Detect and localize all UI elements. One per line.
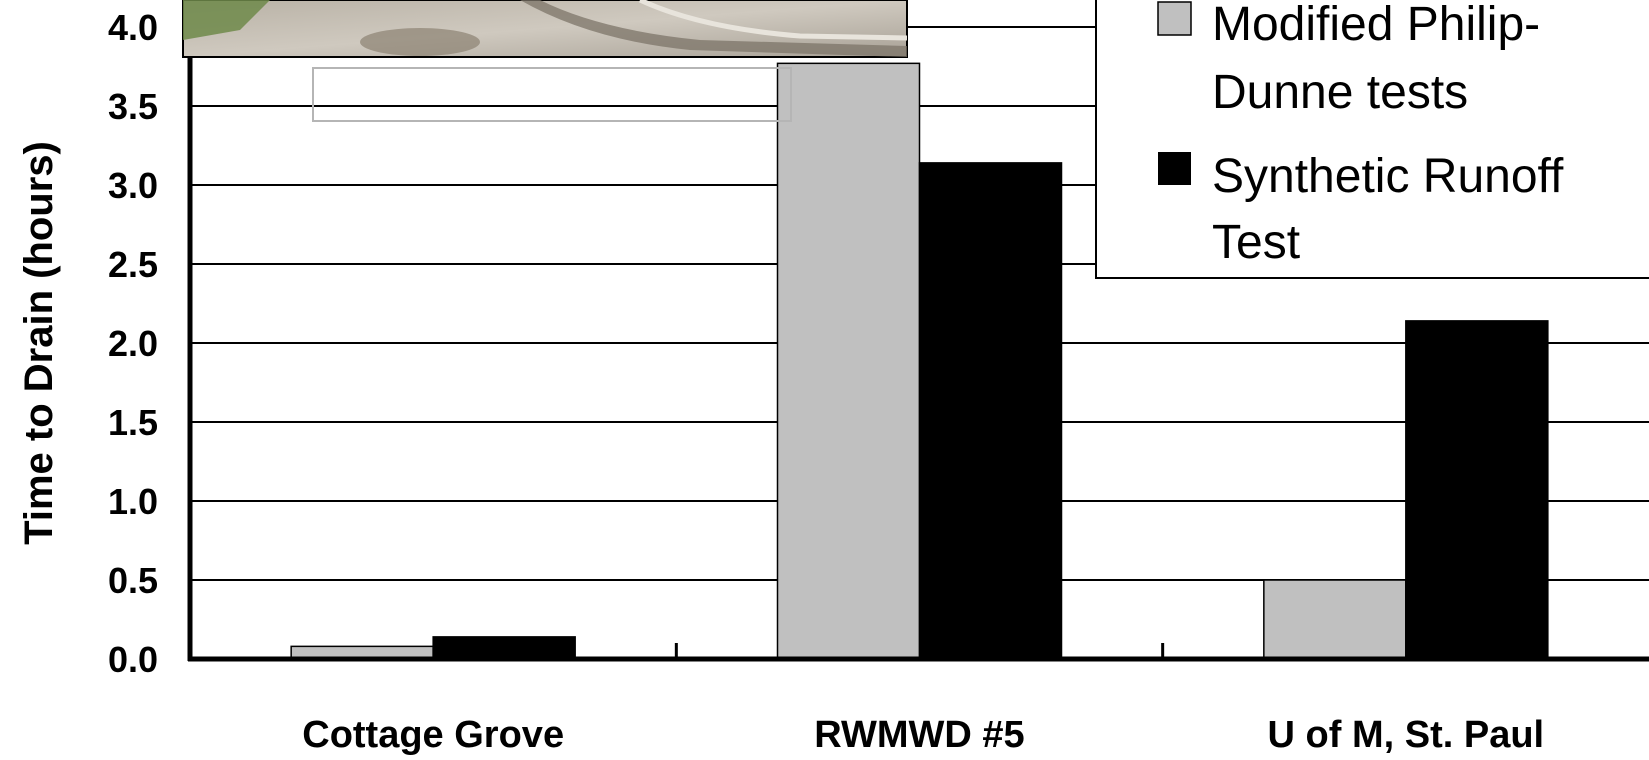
legend-label-series2-line2: Test: [1212, 216, 1300, 269]
y-axis-title: Time to Drain (hours): [17, 141, 61, 545]
legend-swatch-black: [1158, 152, 1191, 185]
y-tick-label: 1.5: [108, 402, 158, 443]
axes: [187, 27, 1649, 662]
y-tick-label: 3.5: [108, 86, 158, 127]
y-tick-label: 4.0: [108, 7, 158, 48]
bar-philip-dunne: [776, 62, 921, 660]
inset-photo: [182, 0, 908, 58]
bar-philip-dunne: [1263, 579, 1407, 660]
y-tick-label: 2.0: [108, 323, 158, 364]
bar-synthetic-runoff: [918, 162, 1063, 660]
outline-box: [312, 67, 792, 122]
y-tick-label: 0.0: [108, 639, 158, 680]
y-tick-label: 3.0: [108, 165, 158, 206]
bar-synthetic-runoff: [432, 636, 576, 660]
legend-label-series1-line1: Modified Philip-: [1212, 0, 1540, 51]
category-labels: Cottage Grove RWMWD #5 U of M, St. Paul: [302, 714, 1544, 756]
category-label: RWMWD #5: [814, 714, 1024, 756]
y-tick-label: 0.5: [108, 560, 158, 601]
category-label: U of M, St. Paul: [1268, 714, 1545, 756]
y-tick-labels: 0.0 0.5 1.0 1.5 2.0 2.5 3.0 3.5 4.0: [108, 7, 158, 680]
legend-label-series1-line2: Dunne tests: [1212, 66, 1468, 119]
legend-swatch-gray: [1157, 1, 1192, 36]
legend: Modified Philip- Dunne tests Synthetic R…: [1095, 0, 1649, 279]
y-tick-label: 2.5: [108, 244, 158, 285]
y-tick-label: 1.0: [108, 481, 158, 522]
bar-synthetic-runoff: [1405, 320, 1549, 660]
category-label: Cottage Grove: [302, 714, 564, 756]
legend-label-series2-line1: Synthetic Runoff: [1212, 150, 1564, 203]
bars: [290, 62, 1549, 660]
